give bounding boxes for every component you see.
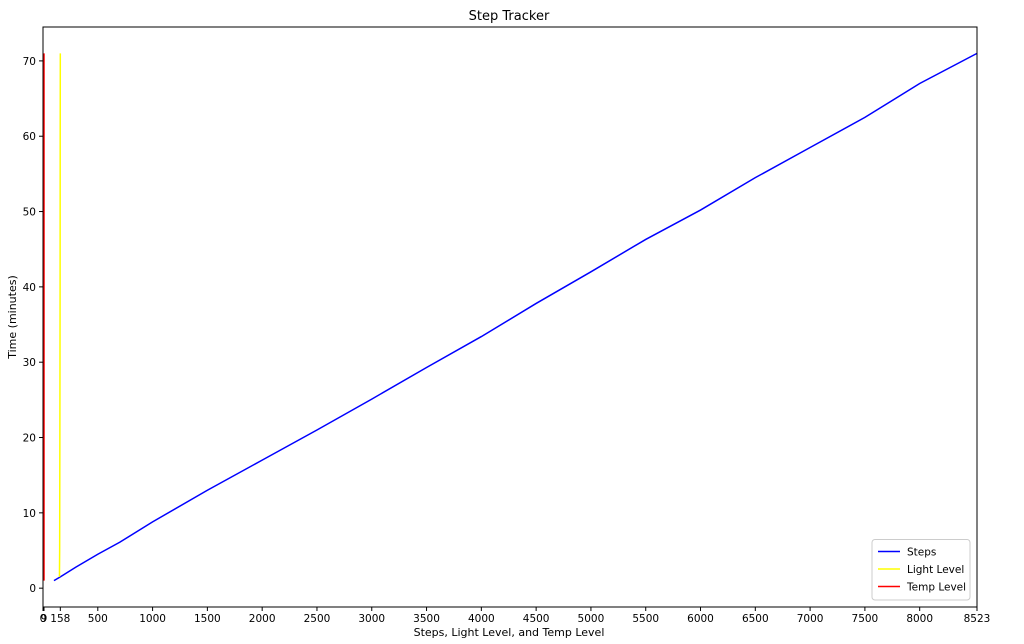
x-tick-label: 1500 <box>194 613 221 625</box>
x-tick-label: 158 <box>50 613 70 625</box>
chart-title: Step Tracker <box>469 9 550 24</box>
x-tick-label: 7000 <box>797 613 824 625</box>
x-tick-label: 7500 <box>852 613 879 625</box>
y-tick-label: 0 <box>29 583 36 595</box>
x-tick-label: 4000 <box>468 613 495 625</box>
y-tick-label: 10 <box>23 508 36 520</box>
series-line-1 <box>58 53 62 577</box>
x-tick-label: 8000 <box>906 613 933 625</box>
x-tick-label: 1000 <box>139 613 166 625</box>
x-tick-label: 3500 <box>413 613 440 625</box>
x-tick-label: 8523 <box>964 613 991 625</box>
x-tick-label: 3000 <box>358 613 385 625</box>
legend-label: Steps <box>907 547 936 559</box>
x-tick-label: 6000 <box>687 613 714 625</box>
x-tick-label: 4500 <box>523 613 550 625</box>
x-tick-label: 500 <box>88 613 108 625</box>
legend: Steps Light Level Temp Level <box>871 539 971 601</box>
plot-frame <box>42 26 978 608</box>
x-tick-label: 6500 <box>742 613 769 625</box>
x-axis-ticks: 09 158 500 1000 1500 2000 2500 3000 3500 4000 4500… <box>40 607 991 625</box>
y-tick-label: 40 <box>23 282 36 294</box>
y-tick-label: 30 <box>23 357 36 369</box>
legend-label: Temp Level <box>906 582 966 594</box>
x-tick-label: 2500 <box>304 613 331 625</box>
y-axis-label: Time (minutes) <box>6 275 19 360</box>
y-tick-label: 70 <box>23 56 36 68</box>
x-tick-label: 5000 <box>578 613 605 625</box>
x-tick-label: 5500 <box>632 613 659 625</box>
legend-box <box>871 539 971 601</box>
x-tick-label: 0 <box>40 613 47 625</box>
series-layer <box>43 52 978 582</box>
y-tick-label: 60 <box>23 131 36 143</box>
x-axis-label: Steps, Light Level, and Temp Level <box>414 626 605 639</box>
series-line-0 <box>53 52 978 582</box>
y-tick-label: 50 <box>23 207 36 219</box>
legend-label: Light Level <box>907 564 964 576</box>
x-tick-label: 2000 <box>249 613 276 625</box>
y-tick-label: 20 <box>23 433 36 445</box>
y-axis-ticks: 0 10 20 30 40 50 60 70 <box>23 56 43 595</box>
x-tick-label: 9 <box>41 613 48 625</box>
